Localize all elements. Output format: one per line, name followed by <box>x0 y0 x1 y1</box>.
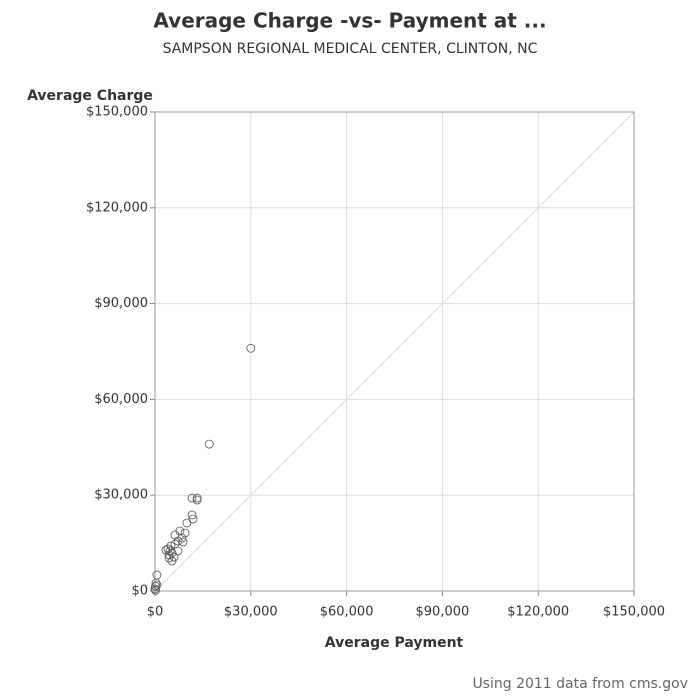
point <box>187 510 197 520</box>
y-tick-label: $30,000 <box>94 488 148 503</box>
point <box>152 580 162 590</box>
x-tick-label: $90,000 <box>416 605 470 620</box>
point <box>152 570 162 580</box>
x-tick-label: $0 <box>147 605 164 620</box>
y-tick-label: $60,000 <box>94 392 148 407</box>
point <box>192 493 202 503</box>
y-tick-label: $0 <box>131 584 148 599</box>
point <box>161 545 171 555</box>
x-tick-label: $150,000 <box>603 605 665 620</box>
point <box>169 552 179 562</box>
point <box>164 550 174 560</box>
point <box>165 546 175 556</box>
x-tick-label: $30,000 <box>224 605 278 620</box>
reference-line <box>154 111 635 592</box>
point <box>180 528 190 538</box>
point <box>182 518 192 528</box>
point <box>204 439 214 449</box>
chart-title: Average Charge -vs- Payment at ... <box>153 9 546 33</box>
y-tick-label: $120,000 <box>86 200 148 215</box>
point <box>151 585 161 595</box>
x-axis-label: Average Payment <box>325 635 464 651</box>
point <box>178 537 188 547</box>
point <box>151 578 161 588</box>
point <box>246 343 256 353</box>
chart-subtitle: SAMPSON REGIONAL MEDICAL CENTER, CLINTON… <box>163 41 538 57</box>
point <box>164 553 174 563</box>
footnote: Using 2011 data from cms.gov <box>472 676 688 692</box>
x-tick-label: $60,000 <box>320 605 374 620</box>
point <box>192 495 202 505</box>
plot-frame <box>154 111 635 592</box>
y-tick-label: $150,000 <box>86 105 148 120</box>
point <box>151 581 160 591</box>
y-tick-label: $90,000 <box>94 296 148 311</box>
x-tick-label: $120,000 <box>507 605 569 620</box>
y-axis-label: Average Charge <box>27 88 153 104</box>
point <box>188 514 198 524</box>
point <box>150 584 160 594</box>
point <box>167 556 177 566</box>
point <box>187 493 197 503</box>
point <box>173 536 183 546</box>
